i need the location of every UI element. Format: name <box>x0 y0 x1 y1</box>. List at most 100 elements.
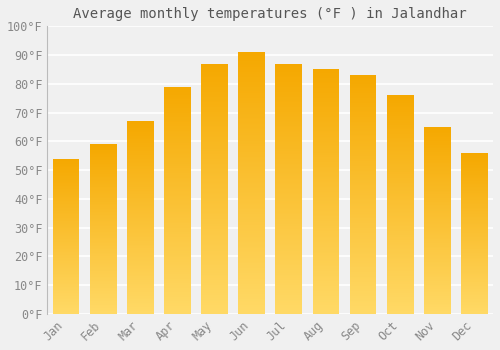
Bar <box>90 153 117 154</box>
Bar <box>461 269 488 270</box>
Bar <box>350 310 376 312</box>
Bar <box>350 108 376 110</box>
Bar <box>387 261 413 262</box>
Bar <box>52 310 80 311</box>
Bar <box>90 215 117 216</box>
Bar <box>387 281 413 282</box>
Bar <box>424 184 450 185</box>
Bar <box>350 246 376 247</box>
Bar <box>424 282 450 283</box>
Bar <box>164 134 191 135</box>
Bar <box>90 182 117 183</box>
Bar <box>90 149 117 150</box>
Bar <box>238 125 265 127</box>
Bar <box>461 299 488 300</box>
Bar <box>201 313 228 314</box>
Bar <box>164 90 191 91</box>
Bar <box>201 208 228 209</box>
Bar <box>127 306 154 307</box>
Bar <box>424 171 450 172</box>
Bar <box>238 59 265 60</box>
Bar <box>238 95 265 97</box>
Bar <box>276 238 302 239</box>
Bar <box>201 162 228 164</box>
Bar <box>350 202 376 203</box>
Bar <box>424 228 450 229</box>
Bar <box>201 68 228 69</box>
Bar <box>52 217 80 218</box>
Bar <box>424 185 450 186</box>
Bar <box>90 251 117 252</box>
Bar <box>164 305 191 306</box>
Bar <box>238 105 265 106</box>
Bar <box>350 98 376 99</box>
Bar <box>312 282 340 284</box>
Bar <box>387 212 413 214</box>
Bar <box>238 135 265 136</box>
Bar <box>424 131 450 132</box>
Bar <box>238 309 265 310</box>
Bar <box>387 209 413 210</box>
Bar <box>312 192 340 193</box>
Bar <box>276 112 302 114</box>
Bar <box>276 199 302 200</box>
Bar <box>164 181 191 182</box>
Bar <box>312 107 340 108</box>
Bar <box>238 221 265 222</box>
Bar <box>52 264 80 265</box>
Bar <box>127 138 154 139</box>
Bar <box>238 63 265 64</box>
Bar <box>312 73 340 74</box>
Bar <box>52 246 80 247</box>
Bar <box>90 218 117 219</box>
Bar <box>164 153 191 154</box>
Bar <box>461 275 488 276</box>
Bar <box>350 277 376 278</box>
Bar <box>90 150 117 151</box>
Bar <box>461 309 488 310</box>
Bar <box>201 106 228 107</box>
Bar <box>312 221 340 222</box>
Bar <box>276 110 302 111</box>
Bar <box>424 158 450 159</box>
Bar <box>90 253 117 254</box>
Bar <box>350 216 376 217</box>
Bar <box>350 183 376 184</box>
Bar <box>90 161 117 162</box>
Bar <box>461 238 488 239</box>
Bar <box>387 299 413 300</box>
Bar <box>90 174 117 175</box>
Bar <box>90 158 117 159</box>
Bar <box>52 186 80 187</box>
Bar <box>238 66 265 68</box>
Bar <box>312 198 340 199</box>
Bar <box>164 258 191 259</box>
Bar <box>52 166 80 167</box>
Bar <box>424 179 450 180</box>
Bar <box>127 160 154 161</box>
Bar <box>52 243 80 244</box>
Bar <box>350 197 376 198</box>
Bar <box>127 128 154 129</box>
Bar <box>201 147 228 149</box>
Bar <box>461 197 488 198</box>
Bar <box>238 158 265 160</box>
Bar <box>424 174 450 175</box>
Bar <box>461 235 488 236</box>
Bar <box>201 265 228 266</box>
Bar <box>387 290 413 291</box>
Bar <box>90 281 117 282</box>
Bar <box>387 268 413 269</box>
Bar <box>52 201 80 202</box>
Bar <box>461 251 488 252</box>
Bar <box>387 98 413 99</box>
Bar <box>312 187 340 188</box>
Bar <box>127 272 154 273</box>
Bar <box>276 99 302 100</box>
Bar <box>276 268 302 269</box>
Bar <box>238 233 265 234</box>
Bar <box>350 228 376 229</box>
Bar <box>387 132 413 134</box>
Bar <box>238 170 265 171</box>
Bar <box>127 247 154 248</box>
